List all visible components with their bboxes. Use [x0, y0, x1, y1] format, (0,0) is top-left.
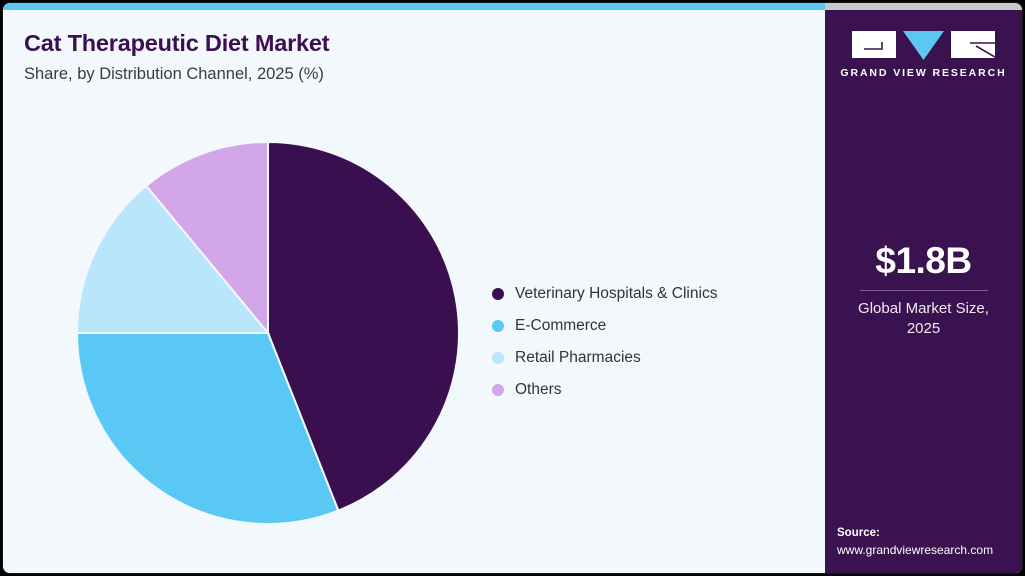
pie-slice[interactable] [144, 142, 269, 336]
legend-color-swatch-e-commerce [492, 320, 504, 332]
source-block: Source: www.grandviewresearch.com [837, 525, 1022, 559]
legend-color-swatch-others [492, 384, 504, 396]
pie-chart-svg [77, 142, 459, 524]
chart-card: Cat Therapeutic Diet Market Share, by Di… [3, 3, 1022, 573]
market-size-value: $1.8B [875, 240, 972, 281]
legend-label-e-commerce: E-Commerce [515, 317, 607, 334]
legend-color-swatch-retail-pharmacies [492, 352, 504, 364]
sidebar: GRAND VIEW RESEARCH $1.8B Global Market … [825, 10, 1022, 573]
legend-color-swatch-veterinary-hospitals-clinics [492, 288, 504, 300]
stat-divider [859, 289, 988, 291]
legend-label-retail-pharmacies: Retail Pharmacies [515, 349, 641, 366]
pie-slice-group [77, 142, 459, 524]
source-label: Source: [837, 526, 880, 539]
page-title: Cat Therapeutic Diet Market [24, 30, 330, 56]
pie-slice[interactable] [77, 184, 271, 334]
legend-item[interactable]: Retail Pharmacies [492, 342, 717, 374]
pie-chart [77, 142, 459, 524]
legend-item[interactable]: Veterinary Hospitals & Clinics [492, 278, 717, 310]
legend-label-veterinary-hospitals-clinics: Veterinary Hospitals & Clinics [515, 285, 718, 302]
legend-item[interactable]: E-Commerce [492, 310, 717, 342]
main-panel: Cat Therapeutic Diet Market Share, by Di… [3, 10, 825, 573]
gvr-logo-icon [852, 31, 995, 60]
source-url[interactable]: www.grandviewresearch.com [837, 542, 994, 557]
top-accent-bar [3, 3, 825, 10]
market-size-caption: Global Market Size, 2025 [858, 299, 989, 338]
market-size-stat: $1.8B Global Market Size, 2025 [825, 240, 1022, 339]
brand-logo-text: GRAND VIEW RESEARCH [840, 67, 1007, 79]
chart-legend: Veterinary Hospitals & Clinics E-Commerc… [492, 278, 717, 406]
pie-slice[interactable] [77, 332, 340, 524]
legend-item[interactable]: Others [492, 374, 717, 406]
pie-slice[interactable] [267, 142, 459, 512]
brand-logo: GRAND VIEW RESEARCH [825, 30, 1022, 79]
legend-label-others: Others [515, 381, 562, 398]
top-accent-bar-right [825, 3, 1022, 10]
page-subtitle: Share, by Distribution Channel, 2025 (%) [24, 65, 324, 83]
